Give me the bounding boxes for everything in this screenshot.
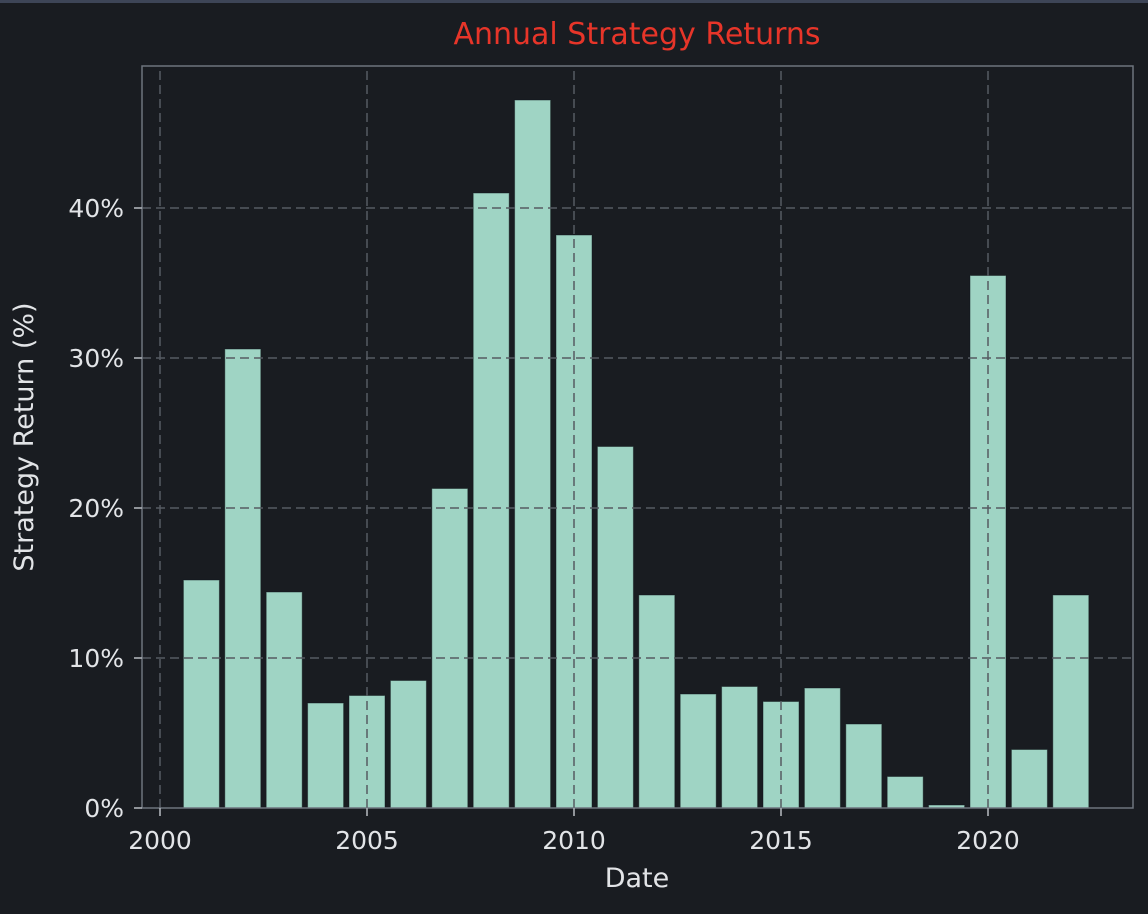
bar-2003 <box>265 591 303 809</box>
plot-frame <box>141 65 1134 809</box>
bar-2001 <box>182 579 220 809</box>
ticks-layer: 2000 2005 2010 2015 2020 0% 10% 20% 30% 40% <box>68 194 1019 855</box>
bar-2016 <box>803 687 841 809</box>
window-top-strip <box>0 0 1148 3</box>
grid-layer <box>142 66 1133 808</box>
y-tick-label-20%: 20% <box>68 494 124 523</box>
bar-2018 <box>886 776 924 809</box>
bar-2009 <box>514 99 552 809</box>
bar-2012 <box>638 594 676 809</box>
bars-layer <box>182 99 1090 809</box>
y-tick-label-30%: 30% <box>68 344 124 373</box>
y-tick-label-40%: 40% <box>68 194 124 223</box>
x-tick-label-2010: 2010 <box>542 826 606 855</box>
y-tick-label-0%: 0% <box>84 794 124 823</box>
bar-2002 <box>224 348 262 809</box>
bar-2011 <box>596 446 634 809</box>
x-tick-label-2005: 2005 <box>335 826 399 855</box>
x-tick-label-2000: 2000 <box>128 826 192 855</box>
x-tick-label-2015: 2015 <box>749 826 813 855</box>
x-axis-label: Date <box>605 863 670 894</box>
bar-2013 <box>679 693 717 809</box>
y-tick-label-10%: 10% <box>68 644 124 673</box>
y-axis-label: Strategy Return (%) <box>9 302 40 571</box>
bar-2021 <box>1010 749 1048 809</box>
bar-2017 <box>845 723 883 809</box>
bar-2008 <box>472 192 510 809</box>
x-tick-label-2020: 2020 <box>956 826 1020 855</box>
bar-2006 <box>389 680 427 809</box>
bar-2007 <box>431 488 469 809</box>
bar-2022 <box>1052 594 1090 809</box>
bar-2004 <box>307 702 345 809</box>
bar-2014 <box>721 686 759 809</box>
chart-title: Annual Strategy Returns <box>453 17 820 52</box>
